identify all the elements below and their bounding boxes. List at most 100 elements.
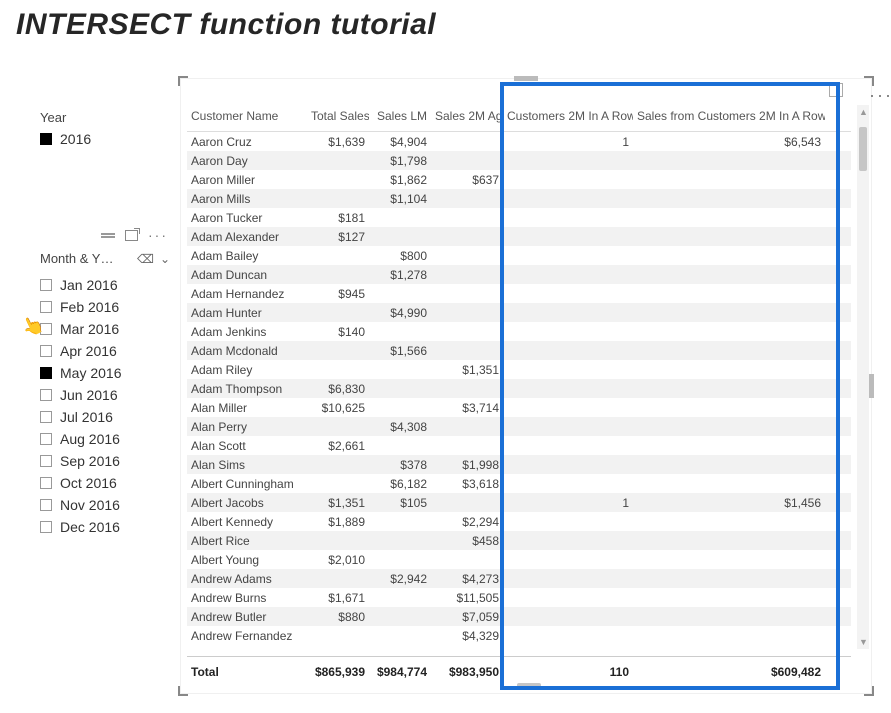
table-row[interactable]: Alan Sims$378$1,998: [187, 455, 851, 474]
cell-lm: $378: [369, 458, 431, 472]
month-item[interactable]: Apr 2016: [40, 340, 170, 362]
chevron-down-icon[interactable]: ⌄: [160, 252, 170, 266]
checkbox-unchecked-icon[interactable]: [40, 499, 52, 511]
col-customers-2m-row[interactable]: Customers 2M In A Row: [503, 109, 633, 123]
visual-more-options-icon[interactable]: ···: [869, 85, 891, 106]
cell-total: $6,830: [307, 382, 369, 396]
checkbox-checked-icon[interactable]: [40, 367, 52, 379]
table-row[interactable]: Alan Scott$2,661: [187, 436, 851, 455]
month-item[interactable]: Nov 2016: [40, 494, 170, 516]
scroll-thumb[interactable]: [859, 127, 867, 171]
cell-total: $880: [307, 610, 369, 624]
checkbox-unchecked-icon[interactable]: [40, 345, 52, 357]
checkbox-unchecked-icon[interactable]: [40, 411, 52, 423]
checkbox-unchecked-icon[interactable]: [40, 301, 52, 313]
month-item-label: Jan 2016: [60, 277, 118, 293]
table-row[interactable]: Aaron Mills$1,104: [187, 189, 851, 208]
table-row[interactable]: Aaron Day$1,798: [187, 151, 851, 170]
table-row[interactable]: Adam Duncan$1,278: [187, 265, 851, 284]
table-visual[interactable]: ··· Customer Name Total Sales Sales LM S…: [180, 78, 872, 694]
resize-handle-bl[interactable]: [178, 686, 188, 696]
col-customer-name[interactable]: Customer Name: [187, 109, 307, 123]
cell-name: Adam Alexander: [187, 230, 307, 244]
eraser-icon[interactable]: ⌫: [137, 252, 154, 266]
col-sales-2m-ago[interactable]: Sales 2M Ago: [431, 109, 503, 123]
table-row[interactable]: Adam Hernandez$945: [187, 284, 851, 303]
cell-name: Albert Kennedy: [187, 515, 307, 529]
month-item[interactable]: Jan 2016: [40, 274, 170, 296]
month-item[interactable]: Dec 2016: [40, 516, 170, 538]
focus-mode-icon[interactable]: [125, 230, 138, 241]
table-row[interactable]: Adam Jenkins$140: [187, 322, 851, 341]
col-total-sales[interactable]: Total Sales: [307, 109, 369, 123]
cell-name: Aaron Mills: [187, 192, 307, 206]
cell-name: Adam Bailey: [187, 249, 307, 263]
table-row[interactable]: Alan Miller$10,625$3,714: [187, 398, 851, 417]
resize-handle-tl[interactable]: [178, 76, 188, 86]
checkbox-unchecked-icon[interactable]: [40, 279, 52, 291]
month-item-label: Mar 2016: [60, 321, 119, 337]
table-row[interactable]: Albert Jacobs$1,351$1051$1,456: [187, 493, 851, 512]
month-item[interactable]: Aug 2016: [40, 428, 170, 450]
resize-handle-br[interactable]: [864, 686, 874, 696]
cell-name: Alan Perry: [187, 420, 307, 434]
resize-handle-right[interactable]: [869, 374, 874, 398]
cell-name: Albert Jacobs: [187, 496, 307, 510]
cell-total: $181: [307, 211, 369, 225]
table-row[interactable]: Aaron Miller$1,862$637: [187, 170, 851, 189]
table-row[interactable]: Andrew Butler$880$7,059: [187, 607, 851, 626]
month-item[interactable]: May 2016: [40, 362, 170, 384]
cell-name: Andrew Fernandez: [187, 629, 307, 643]
table-row[interactable]: Aaron Cruz$1,639$4,9041$6,543: [187, 132, 851, 151]
table-row[interactable]: Albert Rice$458: [187, 531, 851, 550]
month-item[interactable]: Jun 2016: [40, 384, 170, 406]
checkbox-unchecked-icon[interactable]: [40, 455, 52, 467]
slicer-header-lines-icon[interactable]: [101, 233, 115, 238]
cell-name: Albert Cunningham: [187, 477, 307, 491]
footer-label: Total: [187, 665, 307, 679]
cell-name: Adam Riley: [187, 363, 307, 377]
resize-handle-top[interactable]: [514, 76, 538, 81]
scroll-down-icon[interactable]: ▼: [859, 637, 867, 647]
month-item-label: Oct 2016: [60, 475, 117, 491]
table-row[interactable]: Albert Cunningham$6,182$3,618: [187, 474, 851, 493]
table-row[interactable]: Adam Alexander$127: [187, 227, 851, 246]
scroll-thumb-h[interactable]: [517, 683, 541, 689]
table-row[interactable]: Andrew Adams$2,942$4,273: [187, 569, 851, 588]
table-row[interactable]: Andrew Fernandez $4,329: [187, 626, 851, 645]
col-sales-lm[interactable]: Sales LM: [369, 109, 431, 123]
cell-ago: $7,059: [431, 610, 503, 624]
table-row[interactable]: Aaron Tucker$181: [187, 208, 851, 227]
month-slicer: ··· Month & Y… ⌫ ⌄ Jan 2016Feb 2016👆Mar …: [40, 227, 170, 538]
vertical-scrollbar[interactable]: ▲ ▼: [857, 105, 869, 649]
year-slicer-title: Year: [40, 110, 170, 125]
scroll-up-icon[interactable]: ▲: [859, 107, 867, 117]
cell-lm: $2,942: [369, 572, 431, 586]
table-row[interactable]: Adam Hunter$4,990: [187, 303, 851, 322]
table-row[interactable]: Albert Young$2,010: [187, 550, 851, 569]
horizontal-scrollbar[interactable]: [511, 681, 851, 691]
table-row[interactable]: Albert Kennedy$1,889$2,294: [187, 512, 851, 531]
month-item[interactable]: 👆Mar 2016: [40, 318, 170, 340]
checkbox-unchecked-icon[interactable]: [40, 477, 52, 489]
table-row[interactable]: Adam Mcdonald$1,566: [187, 341, 851, 360]
month-item[interactable]: Oct 2016: [40, 472, 170, 494]
cell-ago: $4,329: [431, 629, 503, 643]
checkbox-unchecked-icon[interactable]: [40, 323, 52, 335]
table-row[interactable]: Andrew Burns$1,671$11,505: [187, 588, 851, 607]
table-row[interactable]: Adam Thompson$6,830: [187, 379, 851, 398]
table-row[interactable]: Alan Perry$4,308: [187, 417, 851, 436]
cell-c2m: 1: [503, 135, 633, 149]
month-item[interactable]: Sep 2016: [40, 450, 170, 472]
checkbox-unchecked-icon[interactable]: [40, 389, 52, 401]
month-item[interactable]: Feb 2016: [40, 296, 170, 318]
year-item-2016[interactable]: 2016: [40, 131, 170, 147]
table-row[interactable]: Adam Bailey$800: [187, 246, 851, 265]
col-sales-customers-2m-row[interactable]: Sales from Customers 2M In A Row: [633, 109, 825, 123]
checkbox-unchecked-icon[interactable]: [40, 521, 52, 533]
focus-mode-icon[interactable]: [829, 83, 843, 97]
table-row[interactable]: Adam Riley$1,351: [187, 360, 851, 379]
more-options-icon[interactable]: ···: [148, 227, 168, 243]
month-item[interactable]: Jul 2016: [40, 406, 170, 428]
checkbox-unchecked-icon[interactable]: [40, 433, 52, 445]
